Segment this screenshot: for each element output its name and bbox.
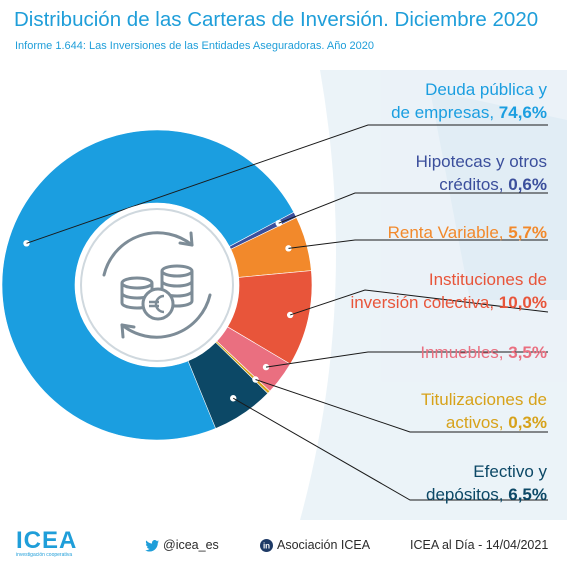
svg-text:in: in bbox=[263, 542, 270, 551]
label-line1: Titulizaciones de bbox=[421, 390, 547, 409]
label-value: 6,5% bbox=[508, 485, 547, 504]
label-inmuebles: Inmuebles, 3,5% bbox=[420, 341, 547, 364]
label-line1: Hipotecas y otros bbox=[415, 152, 547, 171]
label-value: 3,5% bbox=[508, 343, 547, 362]
twitter-link[interactable]: @icea_es bbox=[145, 538, 219, 552]
twitter-handle: @icea_es bbox=[163, 538, 219, 552]
logo-text: ICEA bbox=[16, 527, 78, 554]
background-watermark bbox=[300, 70, 567, 520]
leader-line bbox=[278, 192, 548, 224]
label-value: 0,3% bbox=[508, 413, 547, 432]
label-value: 74,6% bbox=[498, 103, 547, 122]
coins-euro-icon bbox=[102, 231, 212, 339]
page-subtitle: Informe 1.644: Las Inversiones de las En… bbox=[15, 40, 374, 52]
label-hipotecas: Hipotecas y otros créditos, 0,6% bbox=[416, 150, 547, 196]
leader-line bbox=[265, 351, 548, 368]
label-line1: Deuda pública y bbox=[425, 80, 547, 99]
label-line1: Instituciones de bbox=[428, 270, 547, 289]
label-line2: Renta Variable, bbox=[387, 223, 509, 242]
logo-tagline: investigación cooperativa bbox=[16, 552, 73, 558]
linkedin-icon: in bbox=[260, 539, 273, 553]
leader-dot bbox=[286, 311, 294, 319]
leader-line bbox=[232, 397, 548, 501]
leader-dot bbox=[252, 376, 259, 383]
label-line2: inversión colectiva, bbox=[350, 293, 499, 312]
center-badge bbox=[75, 203, 239, 367]
label-efectivo: Efectivo y depósitos, 6,5% bbox=[426, 460, 547, 506]
label-value: 5,7% bbox=[508, 223, 547, 242]
twitter-icon bbox=[145, 539, 159, 552]
label-line2: depósitos, bbox=[426, 485, 509, 504]
leader-lines bbox=[23, 124, 549, 501]
linkedin-link[interactable]: in Asociación ICEA bbox=[260, 538, 371, 553]
label-line1: Efectivo y bbox=[473, 462, 547, 481]
footer-date: ICEA al Día - 14/04/2021 bbox=[410, 538, 549, 552]
label-iic: Instituciones de inversión colectiva, 10… bbox=[350, 268, 547, 314]
label-titulizaciones: Titulizaciones de activos, 0,3% bbox=[421, 388, 547, 434]
label-line2: créditos, bbox=[439, 175, 509, 194]
leader-line bbox=[255, 379, 548, 433]
label-value: 10,0% bbox=[498, 293, 547, 312]
label-line2: Inmuebles, bbox=[420, 343, 509, 362]
label-renta-variable: Renta Variable, 5,7% bbox=[388, 221, 547, 244]
label-line2: activos, bbox=[445, 413, 509, 432]
leader-line bbox=[26, 124, 548, 244]
leader-line bbox=[290, 289, 549, 316]
leader-line bbox=[288, 239, 548, 249]
label-deuda: Deuda pública y de empresas, 74,6% bbox=[391, 78, 547, 124]
label-line2: de empresas, bbox=[391, 103, 499, 122]
linkedin-name: Asociación ICEA bbox=[277, 538, 371, 552]
icea-logo: ICEA investigación cooperativa bbox=[16, 527, 77, 558]
label-value: 0,6% bbox=[508, 175, 547, 194]
page-title: Distribución de las Carteras de Inversió… bbox=[14, 8, 539, 31]
leader-dot bbox=[230, 395, 237, 402]
